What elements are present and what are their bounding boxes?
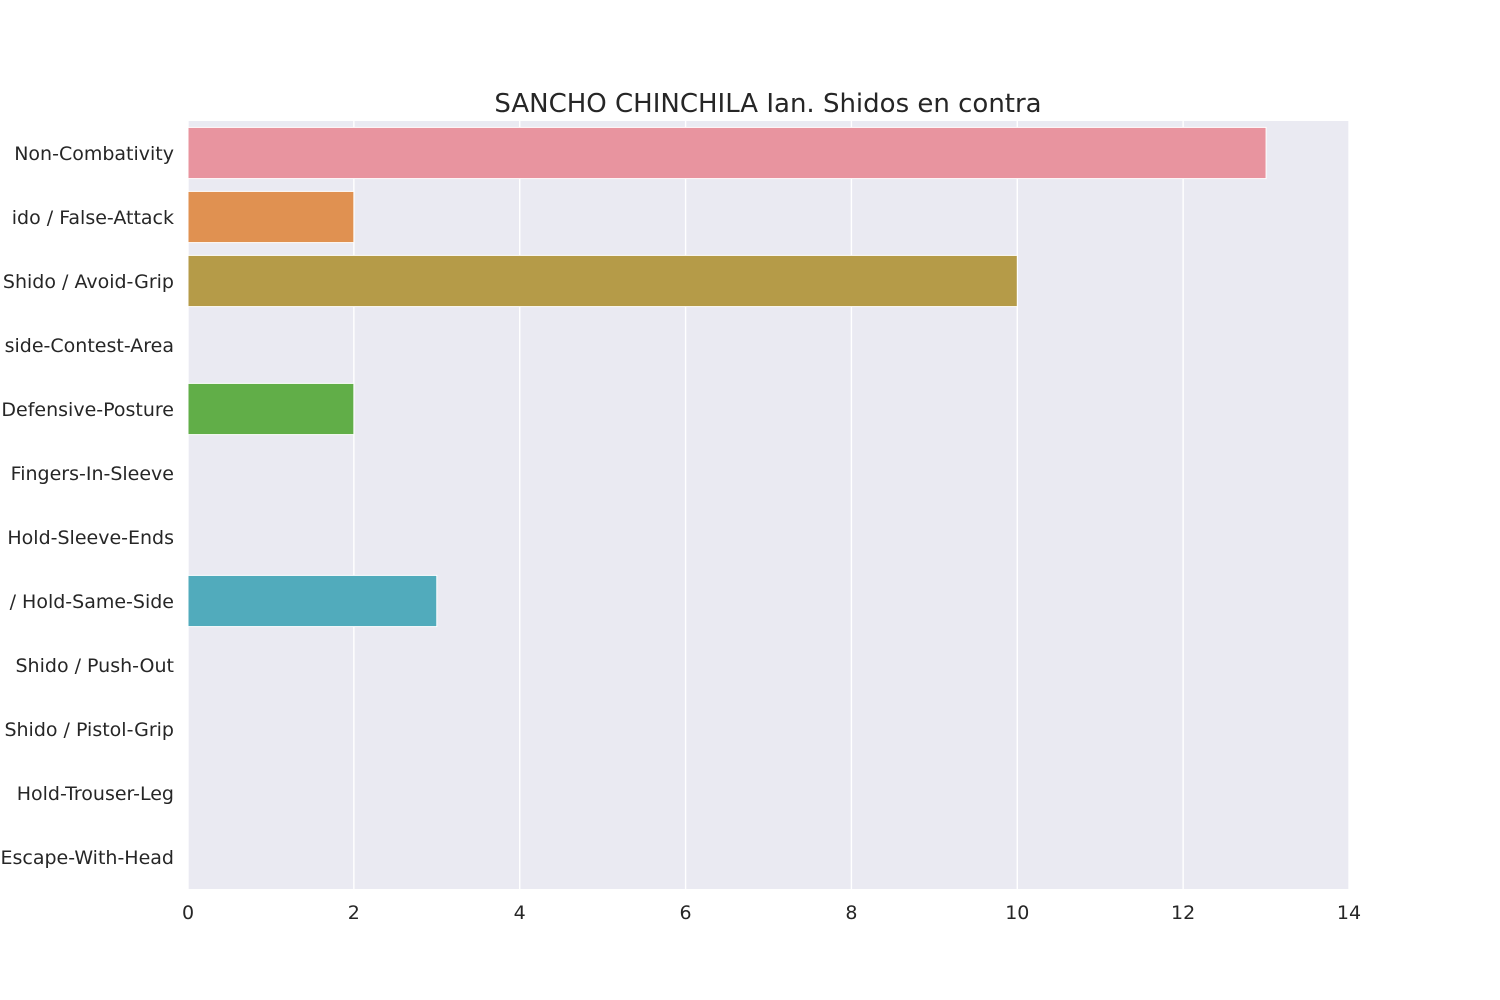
y-tick-label: side-Contest-Area [5, 335, 174, 357]
bar [187, 382, 355, 436]
y-tick-label: Non-Combativity [14, 143, 174, 165]
bars [187, 126, 1267, 628]
x-tick-label: 12 [1171, 902, 1195, 924]
y-tick-label: Hold-Sleeve-Ends [7, 527, 174, 549]
x-tick-label: 0 [182, 902, 194, 924]
bar [187, 126, 1267, 180]
y-tick-label: Hold-Trouser-Leg [17, 783, 174, 805]
x-tick-label: 4 [514, 902, 526, 924]
x-axis-ticks: 0 2 4 6 8 10 12 14 [182, 902, 1361, 924]
x-tick-label: 8 [845, 902, 857, 924]
x-tick-label: 6 [680, 902, 692, 924]
y-tick-label: Defensive-Posture [1, 399, 174, 421]
y-tick-label: Shido / Avoid-Grip [3, 271, 174, 293]
y-axis-ticks: Non-Combativity ido / False-Attack Shido /… [0, 143, 174, 869]
plot-background [188, 121, 1349, 889]
bar [187, 190, 355, 244]
y-tick-label: ido / False-Attack [12, 207, 174, 229]
y-tick-label: Fingers-In-Sleeve [11, 463, 174, 485]
grid-lines [187, 121, 1350, 889]
bar [187, 574, 438, 628]
x-tick-label: 14 [1337, 902, 1361, 924]
chart-title: SANCHO CHINCHILA Ian. Shidos en contra [494, 89, 1041, 119]
y-tick-label: / Hold-Same-Side [10, 591, 174, 613]
x-tick-label: 2 [348, 902, 360, 924]
y-tick-label: Shido / Push-Out [16, 655, 175, 677]
y-tick-label: Escape-With-Head [0, 847, 174, 869]
x-tick-label: 10 [1005, 902, 1029, 924]
y-tick-label: Shido / Pistol-Grip [4, 719, 174, 741]
bar [187, 254, 1018, 308]
